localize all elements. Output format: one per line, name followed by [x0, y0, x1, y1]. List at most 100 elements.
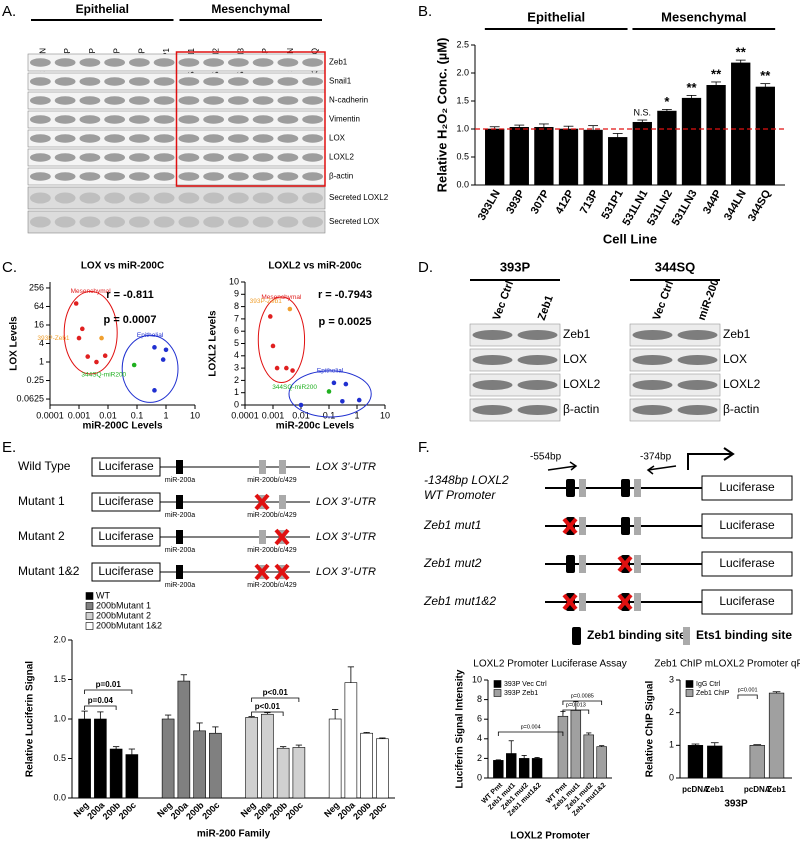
significance-label: **	[736, 45, 747, 60]
ets1-site	[634, 479, 641, 497]
legend-label: Zeb1 binding site	[587, 628, 686, 642]
x-tick-label: pcDNA	[682, 785, 709, 794]
p-value-label: p<0.01	[263, 688, 289, 697]
cluster-outline	[257, 296, 306, 384]
row-label: Secreted LOXL2	[329, 193, 389, 202]
construct-name: Zeb1 mut1	[423, 518, 481, 532]
blot-band	[29, 77, 51, 86]
y-tick-label: 0.0625	[16, 393, 44, 403]
blot-band	[252, 77, 274, 86]
blot-band	[178, 58, 200, 67]
blot-band	[54, 58, 76, 67]
bar	[731, 62, 751, 186]
blot-band	[677, 330, 718, 340]
legend-swatch	[493, 689, 502, 697]
bar	[344, 682, 358, 799]
row-label: LOX	[723, 352, 747, 366]
blot-band	[178, 153, 200, 162]
point	[326, 389, 332, 394]
x-axis-title: 393P	[724, 799, 748, 810]
blot-band	[677, 380, 718, 390]
bar	[687, 745, 704, 779]
blot-band	[227, 216, 249, 228]
y-tick-label: 2	[477, 753, 482, 763]
x-tick-label: 531P1	[600, 188, 626, 222]
blot-band	[104, 153, 126, 162]
y-tick-label: 0.5	[456, 151, 469, 161]
point	[287, 306, 293, 312]
arrow	[547, 461, 578, 471]
chart-title: Zeb1 ChIP mLOXL2 Promoter qPCR	[654, 659, 800, 670]
y-tick-label: 0.25	[26, 375, 44, 385]
reporter-box	[701, 551, 793, 577]
blot-band	[178, 192, 200, 204]
blot-band	[302, 58, 324, 67]
blot-band	[153, 134, 175, 143]
reporter-label: Luciferase	[98, 494, 154, 508]
x-tick-label: Zeb1	[705, 785, 724, 794]
blot-band	[203, 58, 225, 67]
blot-band	[104, 134, 126, 143]
y-tick-label: 6	[234, 326, 239, 336]
bar	[485, 128, 505, 186]
panel-label: A.	[2, 3, 16, 20]
blot-band	[517, 380, 558, 390]
x-axis-title: Cell Line	[603, 231, 657, 246]
blot-band	[128, 134, 150, 143]
x-tick-label: 0.0001	[231, 410, 259, 420]
series-label: Mesenchymal	[261, 294, 302, 301]
zeb1-site	[566, 555, 575, 573]
ets1-site	[579, 555, 586, 573]
blot-band	[153, 216, 175, 228]
x-tick-label: 0.1	[323, 410, 336, 420]
row-label: LOXL2	[329, 153, 354, 162]
row-label: Zeb1	[563, 327, 591, 341]
y-axis-title: LOX Levels	[9, 316, 20, 371]
blot-band	[79, 134, 101, 143]
panel-label: B.	[418, 3, 432, 20]
ets1-site	[634, 555, 641, 573]
point	[152, 345, 157, 350]
blot-band	[302, 134, 324, 143]
site-b	[259, 460, 266, 474]
y-tick-label: 256	[29, 282, 44, 292]
blot-band	[178, 134, 200, 143]
panel-label: C.	[2, 259, 17, 276]
blot-band	[472, 330, 513, 340]
legend-label: Zeb1 ChIP	[696, 690, 730, 697]
y-tick-label: 4	[39, 338, 44, 348]
point	[331, 380, 337, 386]
site-label: miR-200a	[165, 582, 195, 589]
y-tick-label: 4	[477, 733, 482, 743]
blot-band	[54, 115, 76, 124]
significance-label: *	[664, 94, 670, 109]
statistic-label: r = -0.7943	[318, 289, 372, 301]
significance-label: **	[760, 68, 771, 83]
blot-band	[632, 380, 673, 390]
blot-band	[277, 115, 299, 124]
blot-band	[153, 77, 175, 86]
point	[76, 335, 82, 341]
position-label: -374bp	[640, 452, 672, 463]
row-label: Snail1	[329, 77, 352, 86]
y-tick-label: 64	[34, 301, 44, 311]
point	[356, 397, 362, 403]
point	[274, 365, 280, 371]
reporter-label: Luciferase	[98, 564, 154, 578]
bar	[681, 97, 702, 186]
bar	[125, 754, 139, 799]
blot-row	[629, 348, 721, 372]
blot-band	[472, 380, 513, 390]
series-label: 344SQ-miR200	[81, 372, 126, 379]
blot-band	[79, 77, 101, 86]
panel-label: E.	[2, 439, 16, 456]
blot-band	[472, 405, 513, 415]
y-tick-label: 2.5	[456, 39, 469, 49]
point	[163, 347, 169, 353]
blot-band	[632, 330, 673, 340]
bar	[506, 753, 517, 779]
y-tick-label: 5	[234, 338, 239, 348]
cluster-outline	[288, 370, 372, 418]
y-axis-title: Relative Luciferin Signal	[25, 661, 36, 777]
blot-band	[677, 355, 718, 365]
